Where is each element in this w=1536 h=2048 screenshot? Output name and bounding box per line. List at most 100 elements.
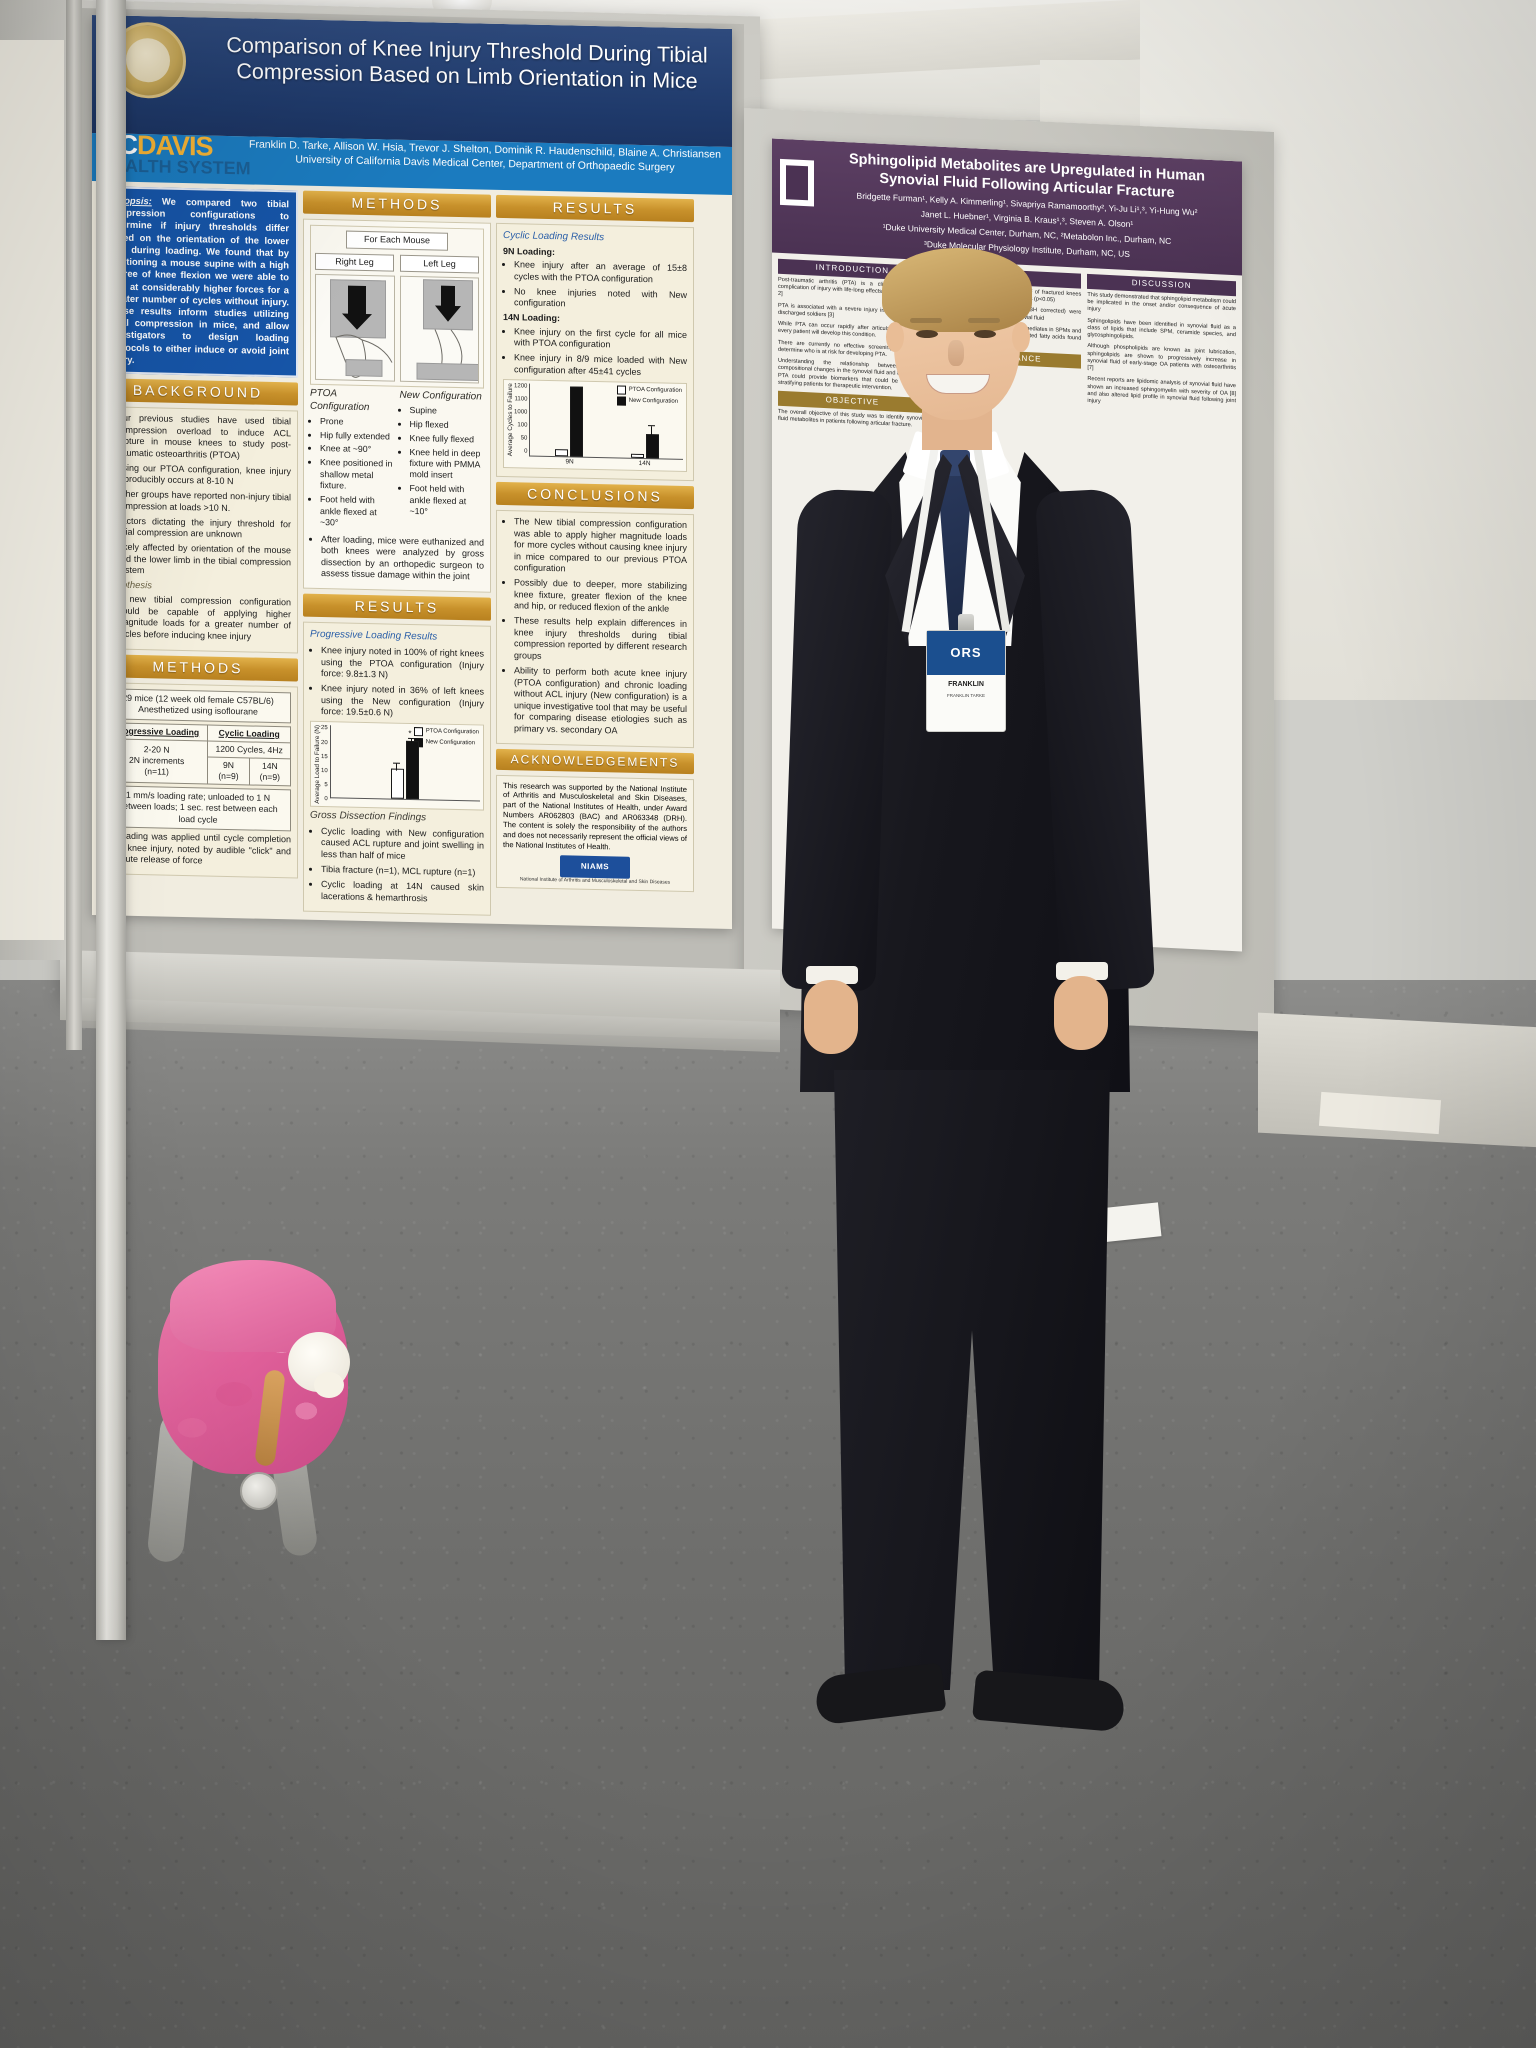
duke-logo: [780, 158, 814, 207]
flow-row: Right Leg Left Leg: [315, 252, 479, 274]
list-item: Likely affected by orientation of the mo…: [116, 542, 291, 580]
group-14n-bullets: Knee injury on the first cycle for all m…: [503, 326, 687, 380]
list-item: Knee held in deep fixture with PMMA mold…: [410, 447, 485, 483]
error-bar: [650, 426, 652, 437]
flow-node-right-leg: Right Leg: [315, 252, 394, 272]
uc-seal-inner: [126, 37, 170, 83]
chart-area: Average Cycles to Failure 1200 1100 1000…: [507, 383, 683, 460]
ytick: 5: [324, 782, 328, 789]
error-bar: [396, 764, 398, 772]
hand-right: [1054, 976, 1108, 1050]
carpet-texture: [0, 980, 1536, 2048]
poster-column-1: Synopsis: We compared two tibial compres…: [98, 186, 298, 907]
ytick: 15: [321, 753, 328, 760]
methods-flow-diagram: For Each Mouse Right Leg Left Leg: [310, 224, 484, 389]
conference-badge: ORS FRANKLIN FRANKLIN TARKE: [926, 630, 1006, 732]
duke-logo-mark: [786, 165, 808, 201]
left-board-edge: [0, 0, 70, 960]
eye-right: [974, 330, 996, 338]
pink-backpack: [146, 1244, 378, 1564]
main-poster[interactable]: Comparison of Knee Injury Threshold Duri…: [92, 15, 732, 929]
ytick: 100: [517, 422, 528, 429]
section-head-background: BACKGROUND: [98, 378, 298, 406]
ptoa-config-bullets: Prone Hip fully extended Knee at ~90° Kn…: [310, 415, 395, 530]
error-bar: [411, 739, 413, 744]
hypothesis-bullets: A new tibial compression configuration w…: [105, 594, 291, 644]
methods-post-bullets: After loading, mice were euthanized and …: [310, 534, 484, 584]
list-item: Hip fully extended: [320, 430, 395, 443]
list-item: Knee positioned in shallow metal fixture…: [320, 457, 395, 493]
mice-box: 29 mice (12 week old female C57BL/6) Ane…: [105, 688, 291, 724]
ytick: 20: [321, 739, 328, 746]
list-item: Supine: [410, 405, 485, 418]
badge-subtitle: FRANKLIN TARKE: [946, 693, 986, 698]
hair: [882, 248, 1032, 332]
loading-rate-box: 1 mm/s loading rate; unloaded to 1 N bet…: [105, 785, 291, 832]
ear-right: [1012, 322, 1030, 352]
list-item: Cyclic loading with New configuration ca…: [321, 826, 484, 864]
synopsis-box: Synopsis: We compared two tibial compres…: [98, 186, 298, 378]
new-config-title: New Configuration: [399, 389, 482, 403]
acknowledgements-text: This research was supported by the Natio…: [503, 780, 687, 852]
list-item: Our previous studies have used tibial co…: [116, 413, 291, 463]
eyebrow-right: [968, 318, 1000, 323]
ytick: 50: [520, 435, 528, 442]
board-support-pole-front: [96, 0, 126, 1640]
list-item: Knee injury noted in 100% of right knees…: [321, 645, 484, 683]
left-arm: [781, 488, 893, 992]
nose: [948, 340, 964, 366]
list-item: After loading, mice were euthanized and …: [321, 534, 484, 584]
figure-new-configuration: [399, 275, 479, 384]
shoe-right: [972, 1669, 1126, 1733]
progressive-results-bullets: Knee injury noted in 100% of right knees…: [310, 645, 484, 721]
carpet-floor: [0, 980, 1536, 2048]
chart-yticks: 25 20 15 10 5 0: [321, 725, 330, 804]
methods-table: Progressive Loading Cyclic Loading 2-20 …: [105, 722, 291, 786]
list-item: Knee fully flexed: [410, 433, 485, 446]
chart-area: Average Load to Failure (N) 25 20 15 10 …: [314, 725, 480, 807]
acknowledgements-panel: This research was supported by the Natio…: [496, 774, 694, 893]
results-mid-panel: Progressive Loading Results Knee injury …: [303, 622, 491, 916]
chart-yticks: 1200 1100 1000 100 50 0: [514, 383, 529, 456]
background-panel: Our previous studies have used tibial co…: [98, 406, 298, 654]
col-header-cyclic: Cyclic Loading: [207, 724, 291, 743]
conclusions-panel: The New tibial compression configuration…: [496, 510, 694, 748]
bar-ptoa: [630, 453, 644, 459]
list-item: A new tibial compression configuration w…: [116, 594, 291, 644]
ytick: 25: [321, 725, 328, 732]
section-head-methods-left: METHODS: [98, 654, 298, 682]
list-item: Foot held with ankle flexed at ~30°: [320, 494, 395, 530]
background-bullets: Our previous studies have used tibial co…: [105, 412, 291, 580]
error-cap: [393, 762, 401, 765]
cell-14n-n: (n=9): [259, 771, 280, 782]
shirt-cuff-left: [806, 966, 858, 984]
list-item: Knee at ~90°: [320, 443, 395, 456]
ytick: 1200: [514, 383, 528, 390]
ptoa-limb-drawing: [335, 285, 393, 378]
cell-cyclic-params: 1200 Cycles, 4Hz: [207, 740, 291, 759]
list-item: Cyclic loading at 14N caused skin lacera…: [321, 879, 484, 906]
cyclic-results-title: Cyclic Loading Results: [503, 229, 605, 244]
niams-subtitle: National Institute of Arthritis and Musc…: [519, 875, 671, 886]
ytick: 0: [324, 796, 328, 803]
list-item: Ability to perform both acute knee injur…: [514, 665, 687, 738]
bar-new: [645, 434, 659, 459]
list-item: Other groups have reported non-injury ti…: [116, 489, 291, 516]
ptoa-config-title: PTOA Configuration: [310, 387, 370, 413]
bar-new: [569, 386, 583, 457]
significance-star: *: [408, 729, 412, 739]
backpack-buckle: [240, 1472, 278, 1510]
ptoa-config-list: PTOA Configuration Prone Hip fully exten…: [310, 388, 395, 533]
cell-14n-label: 14N: [261, 760, 278, 771]
bar-group-14n: [630, 425, 659, 459]
list-item: Hip flexed: [410, 419, 485, 432]
list-item: Tibia fracture (n=1), MCL rupture (n=1): [321, 864, 484, 879]
shoe-left: [813, 1662, 947, 1726]
poster-title-band: Comparison of Knee Injury Threshold Duri…: [92, 15, 732, 147]
mouth-smiling: [926, 374, 990, 394]
list-item: Knee injury after an average of 15±8 cyc…: [514, 260, 687, 287]
bar-group: *: [391, 729, 420, 800]
chart-cyclic-loading: PTOA Configuration New Configuration Ave…: [503, 378, 687, 473]
presenter-person: ORS FRANKLIN FRANKLIN TARKE: [730, 240, 1230, 2000]
